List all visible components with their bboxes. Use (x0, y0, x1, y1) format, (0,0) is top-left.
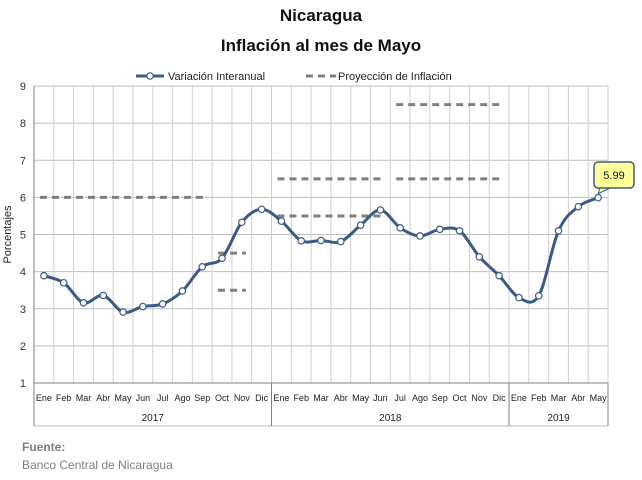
y-tick-label: 9 (20, 81, 26, 93)
x-tick-label: Ene (273, 393, 289, 403)
data-point (59, 278, 68, 287)
y-axis-label: Porcentajes (2, 205, 14, 264)
y-tick-label: 1 (20, 378, 26, 390)
y-tick-label: 4 (20, 267, 26, 279)
data-point (218, 254, 226, 263)
data-point (416, 232, 424, 240)
data-point (574, 202, 583, 211)
data-point (79, 299, 88, 307)
x-tick-label: Jun (136, 393, 151, 403)
data-point (396, 224, 404, 232)
data-point (40, 271, 48, 280)
data-point (594, 193, 602, 202)
x-tick-label: Sep (194, 393, 210, 403)
data-point (139, 302, 147, 311)
data-point (198, 262, 207, 271)
data-point (178, 287, 187, 295)
data-point (317, 236, 325, 245)
x-tick-label: Nov (471, 393, 488, 403)
x-tick-label: Oct (215, 393, 230, 403)
year-label: 2017 (142, 413, 165, 424)
x-tick-label: Mar (313, 393, 329, 403)
data-point (158, 300, 167, 308)
chart-subtitle: Inflación al mes de Mayo (220, 36, 422, 55)
x-tick-label: Dic (255, 393, 268, 403)
x-tick-label: Feb (293, 393, 309, 403)
x-tick-label: Abr (571, 393, 585, 403)
year-label: 2019 (547, 413, 570, 424)
x-tick-label: Sep (432, 393, 448, 403)
data-point (534, 291, 543, 300)
year-label: 2018 (379, 413, 402, 424)
x-tick-label: Oct (453, 393, 468, 403)
data-point (238, 218, 246, 227)
data-point (455, 226, 464, 235)
x-tick-label: Jul (157, 393, 169, 403)
data-point (554, 226, 563, 235)
annotation-pointer (597, 187, 611, 195)
x-tick-label: May (115, 393, 133, 403)
data-point (119, 308, 127, 316)
x-tick-label: Dic (493, 393, 506, 403)
x-tick-label: Ago (174, 393, 190, 403)
x-tick-label: Mar (76, 393, 92, 403)
legend-series-label: Variación Interanual (168, 71, 265, 83)
data-point (356, 221, 365, 230)
x-tick-label: Jun (373, 393, 388, 403)
y-tick-label: 5 (20, 230, 26, 242)
annotation-label: 5.99 (603, 170, 624, 182)
source-value: Banco Central de Nicaragua (22, 458, 173, 472)
data-point (277, 217, 286, 225)
chart-title: Nicaragua (279, 6, 363, 25)
source-label: Fuente: (22, 440, 66, 454)
x-tick-label: Ene (511, 393, 527, 403)
data-point (435, 225, 444, 234)
data-point (336, 237, 345, 246)
y-tick-label: 6 (20, 192, 26, 204)
y-tick-label: 2 (20, 341, 26, 353)
legend-projection-label: Proyección de Inflación (338, 71, 452, 83)
x-tick-label: May (352, 393, 370, 403)
x-tick-label: Abr (96, 393, 110, 403)
data-point (297, 237, 306, 245)
data-point (257, 205, 266, 214)
x-tick-label: Feb (56, 393, 72, 403)
data-point (495, 271, 503, 280)
legend-series-marker (146, 72, 154, 80)
y-tick-label: 3 (20, 304, 26, 316)
y-tick-label: 8 (20, 118, 26, 130)
data-point (515, 293, 523, 302)
x-tick-label: Ago (412, 393, 428, 403)
x-tick-label: Abr (334, 393, 348, 403)
x-tick-label: Ene (36, 393, 52, 403)
data-point (475, 252, 484, 261)
data-point (376, 206, 385, 214)
x-tick-label: Mar (551, 393, 567, 403)
x-tick-label: Nov (234, 393, 251, 403)
x-tick-label: May (590, 393, 608, 403)
y-tick-label: 7 (20, 155, 26, 167)
data-point (99, 291, 108, 300)
x-tick-label: Feb (531, 393, 547, 403)
x-tick-label: Jul (394, 393, 406, 403)
annotation-box (593, 161, 635, 189)
